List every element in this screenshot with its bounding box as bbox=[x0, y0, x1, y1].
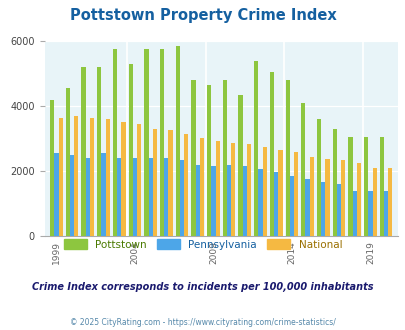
Bar bbox=[278, 150, 282, 236]
Bar bbox=[231, 143, 235, 236]
Bar bbox=[336, 184, 340, 236]
Bar bbox=[113, 50, 117, 236]
Bar bbox=[199, 138, 204, 236]
Bar bbox=[293, 152, 298, 236]
Bar bbox=[179, 160, 184, 236]
Bar bbox=[58, 117, 63, 236]
Bar bbox=[301, 103, 305, 236]
Bar bbox=[117, 158, 121, 236]
Bar bbox=[309, 157, 313, 236]
Bar bbox=[226, 165, 231, 236]
Bar bbox=[160, 50, 164, 236]
Bar bbox=[105, 119, 110, 236]
Bar bbox=[66, 88, 70, 236]
Bar bbox=[164, 158, 168, 236]
Bar bbox=[74, 116, 78, 236]
Bar bbox=[128, 64, 132, 236]
Bar bbox=[211, 166, 215, 236]
Bar bbox=[325, 159, 329, 236]
Bar bbox=[97, 67, 101, 236]
Bar bbox=[387, 168, 392, 236]
Bar bbox=[305, 179, 309, 236]
Bar bbox=[101, 153, 105, 236]
Bar bbox=[175, 46, 179, 236]
Text: Crime Index corresponds to incidents per 100,000 inhabitants: Crime Index corresponds to incidents per… bbox=[32, 282, 373, 292]
Bar bbox=[222, 80, 226, 236]
Bar bbox=[383, 191, 387, 236]
Bar bbox=[238, 95, 242, 236]
Bar bbox=[340, 160, 345, 236]
Bar bbox=[195, 165, 199, 236]
Bar bbox=[269, 72, 273, 236]
Bar bbox=[81, 67, 85, 236]
Bar bbox=[137, 124, 141, 236]
Bar bbox=[152, 129, 157, 236]
Bar bbox=[320, 182, 325, 236]
Bar bbox=[85, 158, 90, 236]
Bar bbox=[242, 166, 246, 236]
Bar bbox=[347, 137, 352, 236]
Bar bbox=[148, 158, 152, 236]
Bar bbox=[367, 191, 372, 236]
Bar bbox=[258, 169, 262, 236]
Bar bbox=[207, 85, 211, 236]
Bar bbox=[332, 129, 336, 236]
Bar bbox=[352, 190, 356, 236]
Bar bbox=[191, 80, 195, 236]
Bar bbox=[50, 100, 54, 236]
Bar bbox=[285, 80, 289, 236]
Bar bbox=[168, 130, 172, 236]
Bar bbox=[121, 122, 125, 236]
Bar bbox=[215, 141, 219, 236]
Bar bbox=[379, 137, 383, 236]
Bar bbox=[273, 172, 278, 236]
Text: Pottstown Property Crime Index: Pottstown Property Crime Index bbox=[69, 8, 336, 23]
Bar bbox=[254, 61, 258, 236]
Bar bbox=[372, 168, 376, 236]
Legend: Pottstown, Pennsylvania, National: Pottstown, Pennsylvania, National bbox=[60, 235, 345, 254]
Bar bbox=[54, 153, 58, 236]
Bar bbox=[144, 50, 148, 236]
Bar bbox=[262, 147, 266, 236]
Bar bbox=[289, 176, 293, 236]
Bar bbox=[316, 119, 320, 236]
Bar bbox=[90, 117, 94, 236]
Bar bbox=[356, 163, 360, 236]
Bar bbox=[184, 134, 188, 236]
Bar bbox=[70, 155, 74, 236]
Bar bbox=[132, 158, 137, 236]
Text: © 2025 CityRating.com - https://www.cityrating.com/crime-statistics/: © 2025 CityRating.com - https://www.city… bbox=[70, 318, 335, 327]
Bar bbox=[246, 144, 251, 236]
Bar bbox=[363, 137, 367, 236]
